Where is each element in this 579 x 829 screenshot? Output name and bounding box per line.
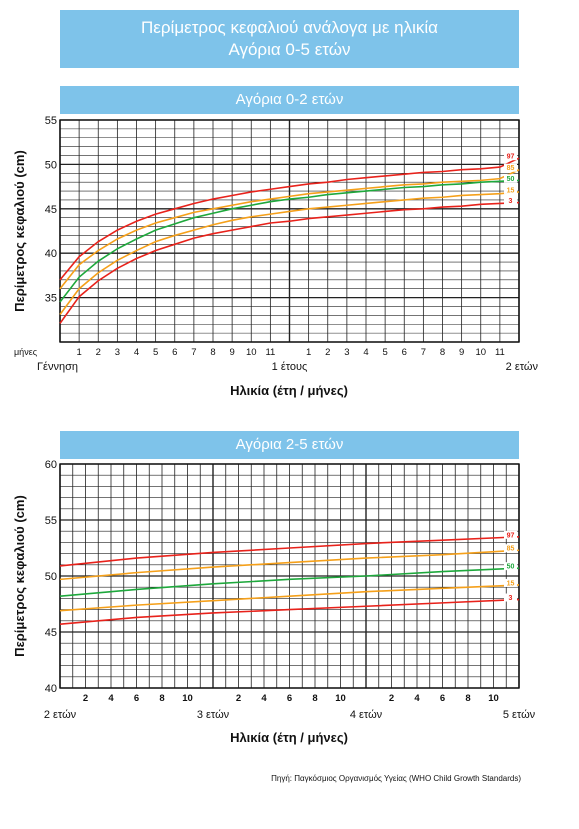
month-tick-label: 2 — [389, 693, 394, 704]
month-tick-label: 4 — [363, 347, 368, 358]
percentile-curve-97 — [59, 536, 520, 567]
y-tick-label: 35 — [45, 293, 57, 305]
month-row-label: μήνες — [14, 347, 38, 357]
y-tick-label: 55 — [45, 115, 57, 127]
year-label: 3 ετών — [197, 709, 230, 721]
month-tick-label: 2 — [236, 693, 241, 704]
month-tick-label: 2 — [325, 347, 330, 358]
percentile-label-3: 3 — [509, 198, 513, 205]
month-tick-label: 5 — [153, 347, 158, 358]
percentile-label-bg — [504, 593, 517, 602]
percentile-label-bg — [504, 174, 517, 183]
month-tick-label: 2 — [96, 347, 101, 358]
plot-frame — [59, 463, 520, 689]
y-tick-label: 50 — [45, 571, 57, 583]
month-tick-label: 1 — [306, 347, 311, 358]
percentile-label-3: 3 — [509, 595, 513, 602]
month-tick-label: 4 — [414, 693, 420, 704]
percentile-label-85: 85 — [507, 165, 515, 172]
percentile-label-bg — [504, 562, 517, 571]
percentile-curve-15 — [59, 191, 520, 315]
month-tick-label: 8 — [210, 347, 215, 358]
month-tick-label: 10 — [246, 347, 257, 358]
month-tick-label: 10 — [335, 693, 346, 704]
source-note: Πηγή: Παγκόσμιος Οργανισμός Υγείας (WHO … — [271, 774, 521, 783]
year-label: 2 ετών — [44, 709, 77, 721]
main-title: Περίμετρος κεφαλιού ανάλογα με ηλικία Αγ… — [60, 10, 519, 68]
month-tick-label: 7 — [421, 347, 426, 358]
percentile-label-97: 97 — [507, 154, 515, 161]
percentile-label-bg — [504, 530, 517, 539]
percentile-label-50: 50 — [507, 564, 515, 571]
percentile-curve-3 — [59, 201, 520, 324]
y-tick-label: 40 — [45, 683, 57, 695]
month-tick-label: 4 — [134, 347, 139, 358]
month-tick-label: 6 — [287, 693, 292, 704]
y-tick-label: 50 — [45, 159, 57, 171]
y-tick-label: 45 — [45, 627, 57, 639]
percentile-curve-50 — [59, 567, 520, 597]
month-tick-label: 8 — [465, 693, 470, 704]
percentile-curve-50 — [59, 179, 520, 303]
month-tick-label: 10 — [488, 693, 499, 704]
percentile-label-bg — [504, 544, 517, 553]
month-tick-label: 2 — [83, 693, 88, 704]
y-tick-label: 40 — [45, 248, 57, 260]
main-title-line1: Περίμετρος κεφαλιού ανάλογα με ηλικία — [141, 18, 438, 37]
x-axis-label: Ηλικία (έτη / μήνες) — [230, 730, 348, 745]
percentile-label-bg — [504, 578, 517, 587]
plot-frame — [59, 119, 520, 343]
month-tick-label: 10 — [182, 693, 193, 704]
y-axis-label: Περίμετρος κεφαλιού (cm) — [12, 150, 27, 312]
percentile-label-15: 15 — [507, 187, 515, 194]
main-title-line2: Αγόρια 0-5 ετών — [228, 40, 351, 59]
percentile-label-97: 97 — [507, 532, 515, 539]
month-tick-label: 4 — [261, 693, 267, 704]
year-label: 4 ετών — [350, 709, 383, 721]
x-axis-label: Ηλικία (έτη / μήνες) — [230, 383, 348, 398]
month-tick-label: 8 — [312, 693, 317, 704]
percentile-label-85: 85 — [507, 546, 515, 553]
month-tick-label: 5 — [382, 347, 387, 358]
month-tick-label: 11 — [265, 347, 275, 358]
chart-2-5-years: 40 45 50 55 60 97 85 50 15 3 2 4 6 8 10 2 4 6 8 10 2 4 6 8 10 2 ε… — [12, 459, 536, 745]
percentile-curve-85 — [59, 549, 520, 581]
y-axis-label: Περίμετρος κεφαλιού (cm) — [12, 495, 27, 657]
month-tick-label: 9 — [459, 347, 464, 358]
percentile-curve-85 — [59, 169, 520, 290]
month-tick-label: 10 — [475, 347, 486, 358]
percentile-label-bg — [504, 163, 517, 172]
y-tick-label: 60 — [45, 459, 57, 471]
y-tick-label: 55 — [45, 515, 57, 527]
month-tick-label: 6 — [440, 693, 445, 704]
percentile-curve-15 — [59, 584, 520, 612]
month-tick-label: 4 — [108, 693, 114, 704]
percentile-label-bg — [504, 196, 517, 205]
year-label: Γέννηση — [37, 361, 78, 373]
chart1-title: Αγόρια 0-2 ετών — [60, 86, 519, 114]
y-tick-label: 45 — [45, 204, 57, 216]
chart2-title: Αγόρια 2-5 ετών — [60, 431, 519, 459]
percentile-curve-3 — [59, 598, 520, 625]
percentile-label-50: 50 — [507, 176, 515, 183]
year-label: 2 ετών — [506, 361, 539, 373]
month-tick-label: 6 — [402, 347, 407, 358]
percentile-curve-97 — [59, 157, 520, 281]
percentile-label-15: 15 — [507, 580, 515, 587]
month-tick-label: 6 — [172, 347, 177, 358]
percentile-label-bg — [504, 152, 517, 161]
month-tick-label: 1 — [76, 347, 81, 358]
year-label: 1 έτους — [272, 361, 308, 373]
percentile-label-bg — [504, 185, 517, 194]
month-tick-label: 8 — [159, 693, 164, 704]
month-tick-label: 9 — [229, 347, 234, 358]
month-tick-label: 7 — [191, 347, 196, 358]
month-tick-label: 6 — [134, 693, 139, 704]
month-tick-label: 8 — [440, 347, 445, 358]
month-tick-label: 11 — [495, 347, 505, 358]
month-tick-label: 3 — [115, 347, 120, 358]
year-label: 5 ετών — [503, 709, 536, 721]
month-tick-label: 3 — [344, 347, 349, 358]
